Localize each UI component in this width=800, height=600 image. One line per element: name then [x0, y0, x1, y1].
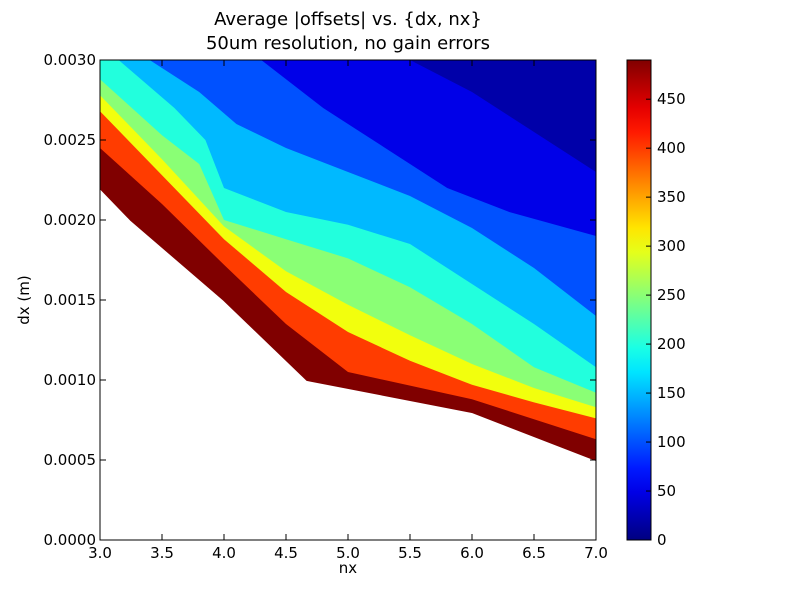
x-axis-label: nx: [339, 559, 358, 577]
y-tick-label: 0.0010: [44, 371, 97, 389]
chart-title: Average |offsets| vs. {dx, nx}: [214, 9, 482, 30]
x-tick-label: 4.5: [274, 544, 298, 562]
colorbar: 0 50 100 150 200 250 300 350 400 450: [626, 59, 686, 549]
colorbar-tick-label: 50: [657, 482, 676, 500]
colorbar-tick-label: 400: [657, 139, 686, 157]
colorbar-frame: [626, 59, 652, 541]
x-tick-label: 5.0: [336, 544, 360, 562]
y-axis-label: dx (m): [15, 275, 33, 324]
x-tick-label: 5.5: [398, 544, 422, 562]
x-tick-label: 6.0: [460, 544, 484, 562]
x-tick-label: 3.0: [88, 544, 112, 562]
y-tick-label: 0.0000: [44, 531, 97, 549]
contour-lower-edge: [100, 187, 596, 461]
x-tick-label: 4.0: [212, 544, 236, 562]
x-tick-label: 7.0: [584, 544, 608, 562]
colorbar-tick-label: 200: [657, 335, 686, 353]
y-tick-label: 0.0005: [44, 451, 97, 469]
colorbar-tick-label: 150: [657, 384, 686, 402]
x-tick-label: 6.5: [522, 544, 546, 562]
colorbar-fill: [627, 60, 651, 540]
chart-subtitle: 50um resolution, no gain errors: [206, 33, 490, 54]
colorbar-tick-label: 350: [657, 188, 686, 206]
colorbar-tick-label: 450: [657, 90, 686, 108]
colorbar-tick-label: 100: [657, 433, 686, 451]
y-tick-label: 0.0015: [44, 291, 97, 309]
colorbar-tick-label: 250: [657, 286, 686, 304]
x-axis: 3.0 3.5 4.0 4.5 5.0 5.5 6.0 6.5 7.0: [88, 60, 608, 562]
colorbar-ticks: 0 50 100 150 200 250 300 350 400 450: [646, 90, 686, 549]
colorbar-tick-label: 300: [657, 237, 686, 255]
x-tick-label: 3.5: [150, 544, 174, 562]
y-axis: 0.0000 0.0005 0.0010 0.0015 0.0020 0.0025 0.00…: [44, 51, 596, 549]
y-tick-label: 0.0030: [44, 51, 97, 69]
contour-band-20: [410, 60, 596, 172]
contour-fills: [100, 60, 596, 461]
plot-area: [99, 59, 597, 541]
y-tick-label: 0.0025: [44, 131, 97, 149]
y-tick-label: 0.0020: [44, 211, 97, 229]
colorbar-tick-label: 0: [657, 531, 667, 549]
